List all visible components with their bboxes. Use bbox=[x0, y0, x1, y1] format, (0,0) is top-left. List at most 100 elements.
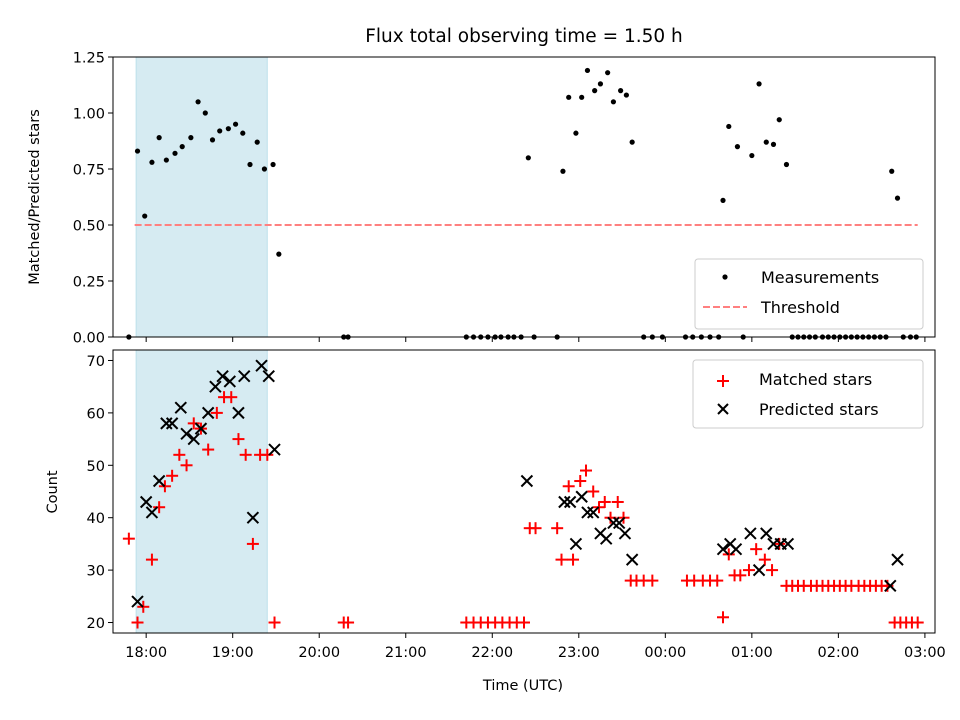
legend-predicted-label: Predicted stars bbox=[759, 400, 879, 419]
matched-stars-point bbox=[711, 574, 724, 587]
measurement-point bbox=[261, 166, 268, 172]
predicted-stars-point bbox=[581, 506, 594, 519]
matched-stars-point bbox=[153, 501, 166, 514]
predicted-stars-point bbox=[569, 537, 583, 551]
bottom-y-tick-label: 50 bbox=[87, 459, 105, 475]
bottom-legend: Matched stars Predicted stars bbox=[692, 359, 924, 429]
matched-stars-point bbox=[246, 537, 259, 550]
predicted-stars-point bbox=[781, 537, 795, 551]
predicted-stars-point bbox=[209, 380, 222, 393]
predicted-stars-point bbox=[246, 511, 260, 524]
matched-stars-point bbox=[145, 553, 158, 566]
predicted-stars-point bbox=[891, 553, 904, 566]
matched-stars-point bbox=[158, 480, 171, 493]
matched-stars-point bbox=[587, 485, 600, 498]
legend-measurements-marker bbox=[722, 274, 728, 280]
top-y-tick-label: 1.00 bbox=[73, 107, 105, 123]
measurement-point bbox=[270, 161, 276, 168]
bottom-y-tick-label: 60 bbox=[87, 406, 105, 422]
measurement-point bbox=[584, 67, 591, 74]
measurement-point bbox=[195, 99, 201, 105]
predicted-stars-point bbox=[139, 495, 153, 509]
predicted-stars-point bbox=[268, 443, 281, 456]
measurement-point bbox=[573, 130, 579, 136]
bottom-y-tick-label: 40 bbox=[87, 511, 105, 527]
bottom-legend-box bbox=[692, 359, 924, 429]
matched-stars-point bbox=[232, 433, 245, 446]
matched-stars-point bbox=[734, 569, 747, 582]
matched-stars-point bbox=[611, 495, 624, 508]
matched-stars-point bbox=[210, 406, 223, 419]
x-tick-label: 20:00 bbox=[298, 645, 340, 661]
matched-stars-point bbox=[551, 522, 564, 535]
measurement-point bbox=[770, 141, 777, 147]
predicted-stars-point bbox=[760, 527, 773, 540]
predicted-stars-point bbox=[612, 516, 626, 530]
predicted-stars-point bbox=[232, 406, 245, 420]
measurement-point bbox=[560, 168, 566, 174]
matched-stars-point bbox=[202, 443, 215, 456]
top-y-tick-label: 0.50 bbox=[73, 219, 105, 235]
predicted-stars-point bbox=[201, 406, 215, 420]
matched-stars-point bbox=[580, 464, 593, 477]
matched-stars-point bbox=[122, 532, 135, 545]
measurement-point bbox=[225, 126, 231, 132]
measurement-point bbox=[240, 130, 246, 136]
top-panel: 0.00 0.25 0.50 0.75 1.00 1.25 Flux total obse… bbox=[27, 26, 936, 347]
top-legend: Measurements Threshold bbox=[694, 258, 924, 330]
predicted-stars-point bbox=[165, 417, 179, 430]
matched-stars-point bbox=[518, 616, 530, 629]
measurement-point bbox=[783, 161, 790, 168]
measurement-point bbox=[610, 99, 617, 105]
predicted-stars-point bbox=[145, 506, 159, 519]
matched-stars-point bbox=[131, 616, 144, 629]
x-tick-label: 23:00 bbox=[558, 645, 600, 661]
predicted-stars-point bbox=[625, 553, 639, 566]
matched-stars-point bbox=[758, 553, 771, 566]
predicted-stars-point bbox=[575, 490, 588, 503]
predicted-stars-point bbox=[131, 595, 144, 608]
predicted-stars-point bbox=[744, 527, 757, 540]
top-legend-box bbox=[694, 258, 924, 330]
measurement-point bbox=[618, 88, 624, 94]
predicted-stars-point bbox=[563, 495, 577, 509]
matched-stars-point bbox=[773, 537, 786, 550]
predicted-stars-point bbox=[174, 401, 187, 414]
measurement-point bbox=[894, 195, 901, 201]
top-observing-window-shade bbox=[135, 56, 268, 338]
measurement-point bbox=[142, 213, 148, 219]
measurement-point bbox=[889, 168, 895, 174]
measurement-point bbox=[232, 121, 239, 127]
bottom-plot-frame bbox=[112, 349, 936, 634]
predicted-stars-point bbox=[729, 542, 743, 556]
measurement-point bbox=[734, 144, 741, 150]
predicted-stars-point bbox=[180, 427, 193, 441]
measurement-point bbox=[276, 251, 282, 257]
predicted-stars-point bbox=[884, 579, 897, 593]
measurement-point bbox=[217, 128, 223, 134]
matched-stars-point bbox=[187, 417, 200, 430]
predicted-stars-point bbox=[520, 474, 534, 488]
matched-stars-point bbox=[166, 469, 179, 482]
matched-stars-point bbox=[562, 480, 575, 493]
predicted-stars-point bbox=[262, 369, 275, 383]
x-tick-label: 19:00 bbox=[212, 645, 254, 661]
matched-stars-point bbox=[574, 475, 587, 488]
matched-stars-point bbox=[225, 391, 238, 404]
predicted-stars-point bbox=[618, 527, 632, 540]
top-y-tick-label: 0.00 bbox=[73, 331, 105, 347]
matched-stars-point bbox=[180, 459, 193, 472]
top-y-tick-label: 0.75 bbox=[73, 163, 105, 179]
measurement-point bbox=[149, 159, 155, 165]
measurement-point bbox=[188, 135, 194, 141]
bottom-panel: 20 30 40 50 60 70 18:00 19:00 20:00 21:00 22:00 23… bbox=[45, 349, 946, 694]
matched-stars-point bbox=[592, 501, 605, 514]
measurement-point bbox=[749, 152, 755, 159]
measurement-point bbox=[525, 155, 531, 161]
matched-stars-point bbox=[137, 600, 150, 613]
bottom-y-tick-label: 70 bbox=[87, 354, 105, 370]
measurement-point bbox=[629, 139, 635, 145]
bottom-y-axis-label: Count bbox=[45, 470, 61, 513]
measurement-point bbox=[247, 161, 253, 168]
measurement-point bbox=[202, 110, 208, 116]
